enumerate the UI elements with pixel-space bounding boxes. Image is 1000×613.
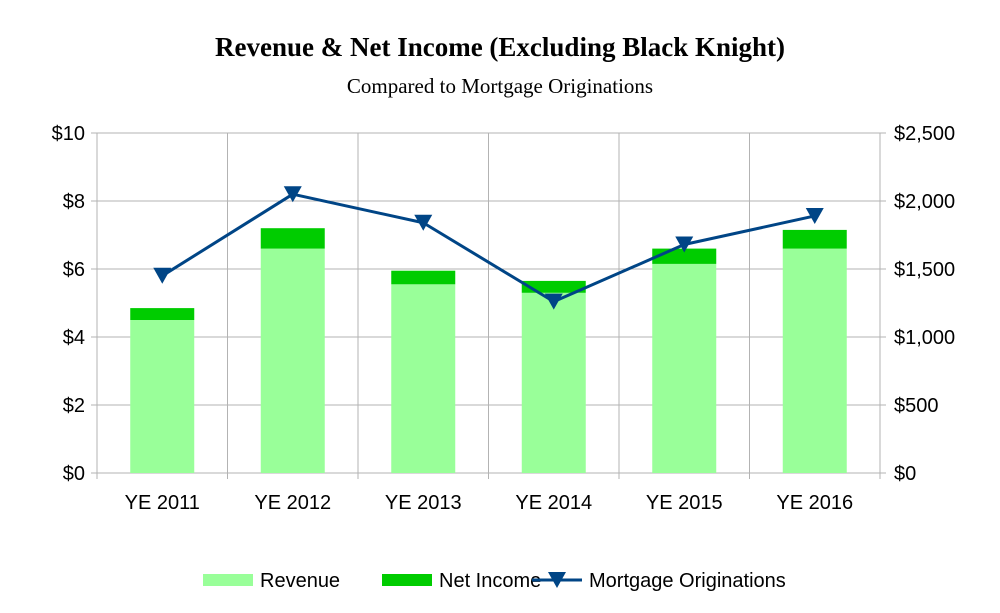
legend-swatch-net-income bbox=[382, 574, 432, 586]
bars bbox=[130, 228, 847, 473]
revenue-bar bbox=[521, 292, 586, 473]
mortgage-originations-point bbox=[544, 293, 563, 310]
gridlines bbox=[96, 132, 881, 474]
legend-label-revenue: Revenue bbox=[260, 570, 340, 592]
x-tick-label: YE 2016 bbox=[776, 492, 853, 514]
legend-label-net-income: Net Income bbox=[439, 570, 541, 592]
x-tick-label: YE 2012 bbox=[254, 492, 331, 514]
y-left-tick-label: $0 bbox=[63, 463, 85, 485]
y-left-tick-label: $10 bbox=[52, 123, 85, 145]
y-left-tick-label: $2 bbox=[63, 395, 85, 417]
chart-subtitle: Compared to Mortgage Originations bbox=[347, 74, 653, 98]
x-tick-label: YE 2011 bbox=[125, 492, 200, 514]
legend-marker-mortgage-originations bbox=[548, 572, 566, 588]
mortgage-originations-point bbox=[414, 214, 433, 231]
revenue-bar bbox=[260, 248, 325, 473]
mortgage-originations-line bbox=[161, 192, 816, 304]
line-series bbox=[153, 186, 824, 310]
y-right-tick-label: $1,000 bbox=[894, 327, 955, 349]
legend-label-mortgage-originations: Mortgage Originations bbox=[589, 570, 786, 592]
mortgage-originations-point bbox=[283, 186, 302, 203]
axes: $0 $2 $4 $6 $8 $10 $0 $500 $1,000 $1,500 $2,000 $2,… bbox=[52, 123, 956, 514]
revenue-bar bbox=[782, 248, 847, 473]
mortgage-originations-point bbox=[153, 267, 172, 284]
legend-swatch-revenue bbox=[203, 574, 253, 586]
y-left-tick-label: $6 bbox=[63, 259, 85, 281]
mortgage-originations-point bbox=[805, 207, 824, 224]
y-left-tick-label: $8 bbox=[63, 191, 85, 213]
chart-title: Revenue & Net Income (Excluding Black Kn… bbox=[215, 32, 785, 62]
revenue-bar bbox=[652, 263, 717, 473]
mortgage-originations-point bbox=[675, 236, 694, 253]
x-tick-label: YE 2014 bbox=[515, 492, 592, 514]
y-right-tick-label: $500 bbox=[894, 395, 939, 417]
x-tick-label: YE 2015 bbox=[646, 492, 723, 514]
y-left-tick-label: $4 bbox=[63, 327, 85, 349]
y-right-tick-label: $2,000 bbox=[894, 191, 955, 213]
legend: Revenue Net Income Mortgage Originations bbox=[203, 570, 786, 592]
y-right-tick-label: $1,500 bbox=[894, 259, 955, 281]
revenue-bar bbox=[130, 320, 195, 473]
revenue-bar bbox=[391, 284, 456, 473]
net-income-bar bbox=[521, 280, 586, 293]
net-income-bar bbox=[130, 308, 195, 320]
net-income-bar bbox=[391, 270, 456, 285]
y-right-tick-label: $0 bbox=[894, 463, 916, 485]
net-income-bar bbox=[782, 229, 847, 249]
x-tick-label: YE 2013 bbox=[385, 492, 462, 514]
net-income-bar bbox=[260, 228, 325, 249]
y-right-tick-label: $2,500 bbox=[894, 123, 955, 145]
